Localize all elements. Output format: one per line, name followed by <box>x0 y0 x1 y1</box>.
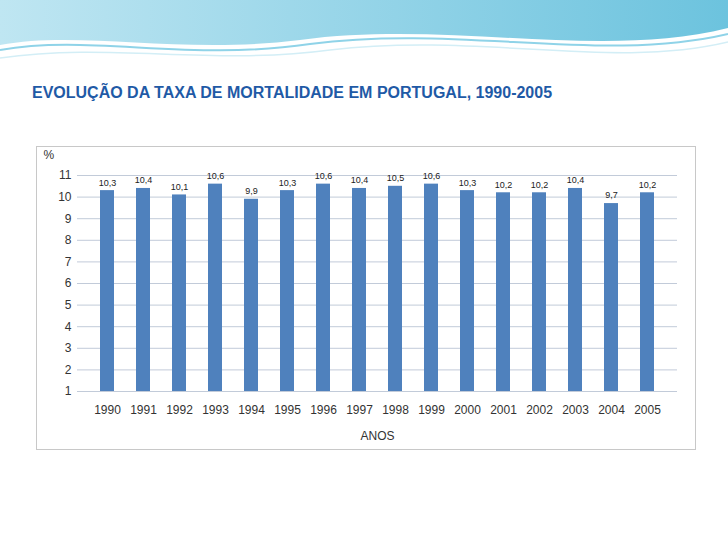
svg-text:9,7: 9,7 <box>605 190 618 200</box>
svg-text:10,2: 10,2 <box>639 180 657 190</box>
svg-text:4: 4 <box>65 320 72 334</box>
svg-text:11: 11 <box>59 168 72 182</box>
svg-text:1994: 1994 <box>238 403 265 417</box>
svg-text:1993: 1993 <box>202 403 229 417</box>
svg-text:1996: 1996 <box>310 403 337 417</box>
svg-text:1990: 1990 <box>94 403 121 417</box>
svg-text:1998: 1998 <box>382 403 409 417</box>
svg-text:3: 3 <box>65 341 72 355</box>
svg-text:10,4: 10,4 <box>351 175 369 185</box>
html-text:EVOLUÇÃO DA TAXA DE MORTALIDAD: EVOLUÇÃO DA TAXA DE MORTALIDADE EM PORTU… <box>32 84 553 101</box>
svg-text:10,6: 10,6 <box>207 171 225 181</box>
svg-text:2002: 2002 <box>526 403 553 417</box>
svg-text:10,2: 10,2 <box>531 180 549 190</box>
svg-text:2005: 2005 <box>634 403 661 417</box>
svg-text:ANOS: ANOS <box>360 429 394 443</box>
svg-text:1997: 1997 <box>346 403 373 417</box>
svg-text:2004: 2004 <box>598 403 625 417</box>
svg-text:%: % <box>44 148 55 162</box>
svg-text:1992: 1992 <box>166 403 193 417</box>
svg-text:10: 10 <box>58 190 72 204</box>
svg-text:2003: 2003 <box>562 403 589 417</box>
svg-text:2001: 2001 <box>490 403 517 417</box>
svg-text:10,2: 10,2 <box>495 180 513 190</box>
svg-text:10,5: 10,5 <box>387 173 405 183</box>
svg-text:2000: 2000 <box>454 403 481 417</box>
svg-text:10,3: 10,3 <box>99 178 117 188</box>
svg-text:2: 2 <box>65 363 72 377</box>
svg-text:5: 5 <box>65 298 72 312</box>
svg-text:7: 7 <box>65 255 72 269</box>
svg-text:1991: 1991 <box>130 403 157 417</box>
svg-text:10,3: 10,3 <box>279 178 297 188</box>
svg-text:10,4: 10,4 <box>567 175 585 185</box>
svg-text:10,1: 10,1 <box>171 182 189 192</box>
svg-text:8: 8 <box>65 233 72 247</box>
svg-text:6: 6 <box>65 276 72 290</box>
svg-text:1995: 1995 <box>274 403 301 417</box>
svg-text:9,9: 9,9 <box>245 186 258 196</box>
svg-text:1999: 1999 <box>418 403 445 417</box>
svg-text:10,6: 10,6 <box>315 171 333 181</box>
svg-text:10,4: 10,4 <box>135 175 153 185</box>
svg-text:10,3: 10,3 <box>459 178 477 188</box>
svg-text:1: 1 <box>65 384 72 398</box>
svg-text:10,6: 10,6 <box>423 171 441 181</box>
svg-text:9: 9 <box>65 212 72 226</box>
